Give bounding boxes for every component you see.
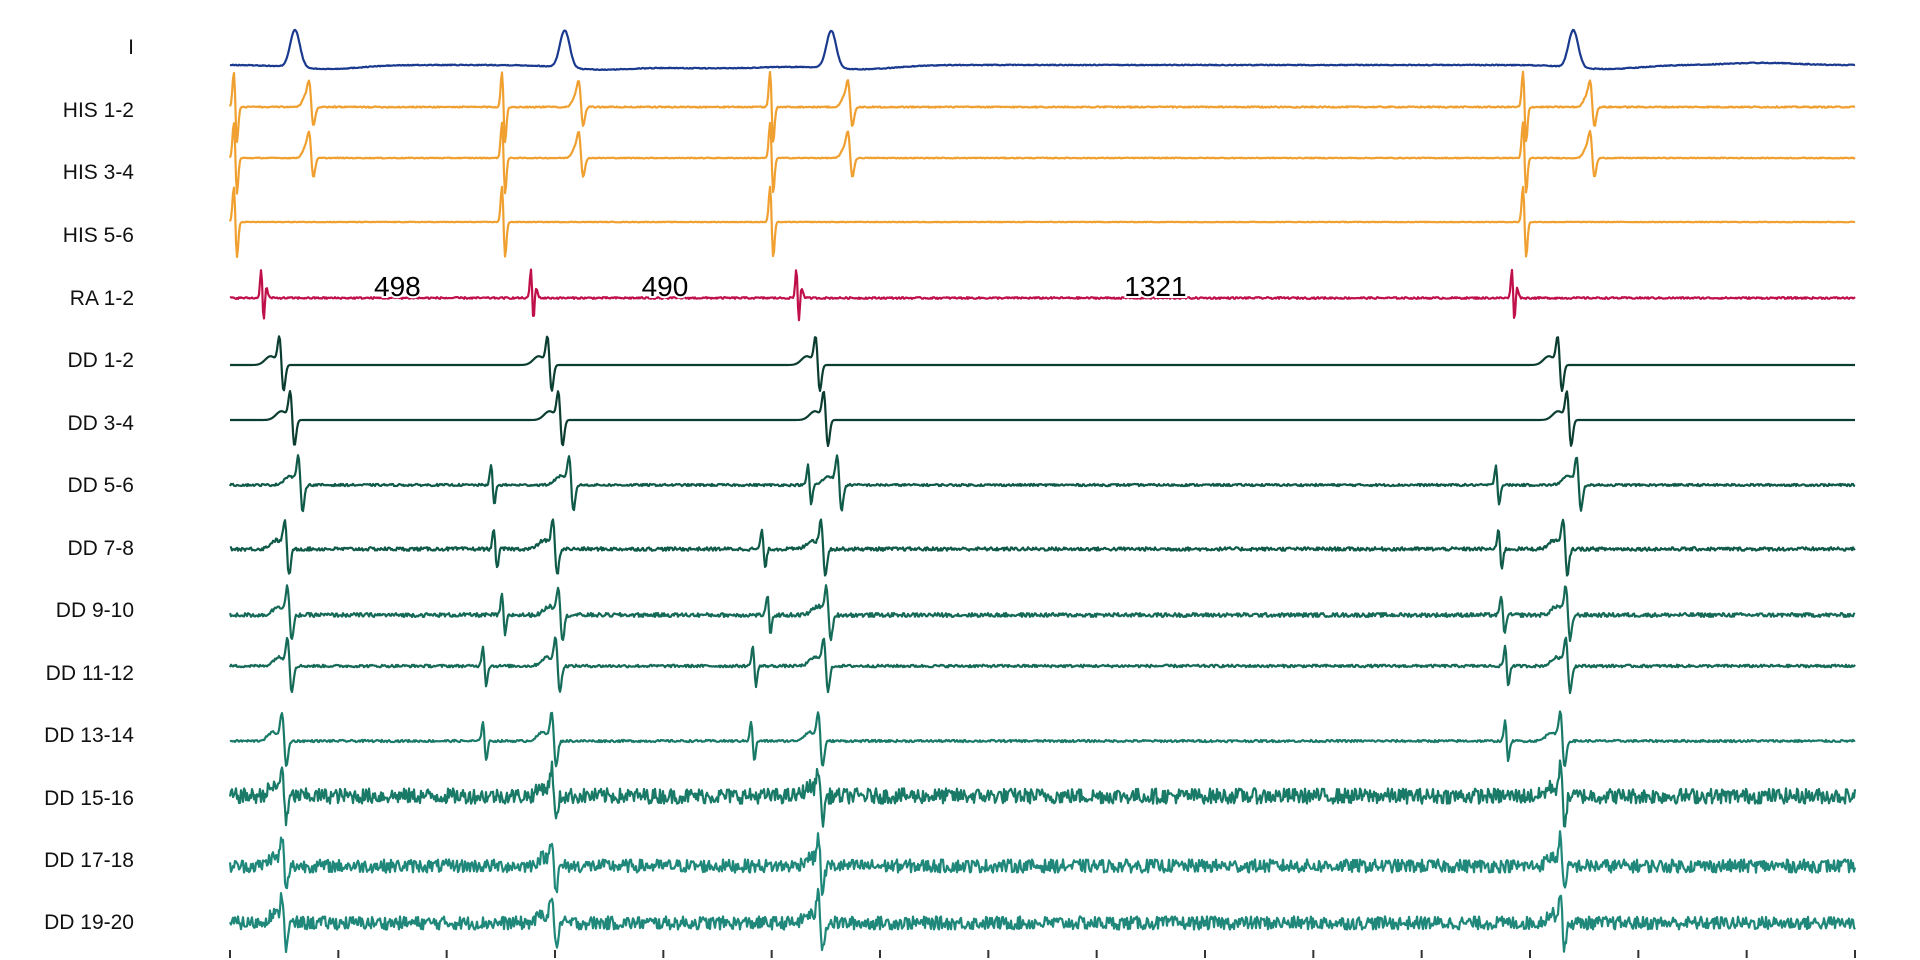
channel-label-his-3-4: HIS 3-4 bbox=[63, 161, 135, 184]
trace-dd-3-4 bbox=[229, 390, 1856, 448]
interval-label: 498 bbox=[374, 271, 421, 302]
channel-label-dd-5-6: DD 5-6 bbox=[67, 474, 134, 497]
trace-dd-17-18 bbox=[228, 830, 1857, 896]
trace-dd-11-12 bbox=[228, 636, 1856, 695]
interval-label: 1321 bbox=[1124, 271, 1186, 302]
trace-dd-7-8 bbox=[229, 518, 1856, 577]
trace-dd-19-20 bbox=[228, 887, 1856, 954]
channel-label-dd-7-8: DD 7-8 bbox=[67, 537, 134, 560]
trace-i bbox=[229, 28, 1856, 72]
trace-ra-1-2 bbox=[229, 268, 1856, 322]
channel-label-dd-3-4: DD 3-4 bbox=[67, 412, 134, 435]
trace-dd-9-10 bbox=[228, 584, 1856, 643]
channel-label-ra-1-2: RA 1-2 bbox=[70, 287, 134, 310]
channel-label-dd-15-16: DD 15-16 bbox=[44, 787, 134, 810]
time-axis bbox=[229, 950, 1856, 958]
trace-his-3-4 bbox=[228, 121, 1856, 195]
channel-label-dd-9-10: DD 9-10 bbox=[56, 599, 134, 622]
trace-his-5-6 bbox=[228, 185, 1856, 259]
channel-label-his-1-2: HIS 1-2 bbox=[63, 99, 134, 122]
channel-label-dd-11-12: DD 11-12 bbox=[46, 662, 134, 685]
channel-labels: I HIS 1-2 HIS 3-4 HIS 5-6 RA 1-2 DD 1-2 DD 3-4… bbox=[44, 36, 134, 934]
trace-his-1-2 bbox=[228, 70, 1856, 144]
trace-dd-1-2 bbox=[229, 335, 1856, 393]
channel-label-dd-17-18: DD 17-18 bbox=[44, 849, 134, 872]
interval-label: 490 bbox=[642, 271, 689, 302]
channel-label-his-5-6: HIS 5-6 bbox=[63, 224, 134, 247]
interval-annotations: 498 490 1321 bbox=[372, 269, 1189, 304]
channel-label-dd-1-2: DD 1-2 bbox=[67, 349, 134, 372]
channel-label-i: I bbox=[128, 36, 134, 59]
trace-dd-15-16 bbox=[228, 759, 1857, 828]
channel-label-dd-19-20: DD 19-20 bbox=[44, 911, 134, 934]
traces-layer bbox=[228, 28, 1857, 954]
channel-label-dd-13-14: DD 13-14 bbox=[44, 724, 134, 747]
trace-dd-5-6 bbox=[229, 454, 1856, 513]
trace-dd-13-14 bbox=[229, 710, 1856, 768]
